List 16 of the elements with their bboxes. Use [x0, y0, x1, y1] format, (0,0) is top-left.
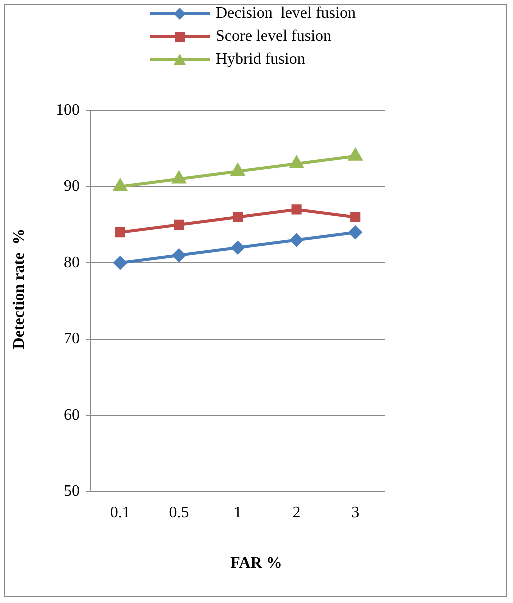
x-tick-label: 3 — [352, 504, 360, 522]
y-axis-title: Detection rate % — [11, 228, 29, 352]
x-tick-label: 1 — [234, 504, 242, 522]
x-tick-label: 0.1 — [110, 504, 130, 522]
y-tick-label: 70 — [64, 330, 80, 348]
y-tick-label: 50 — [64, 483, 80, 500]
y-tick-label: 100 — [56, 102, 80, 119]
y-tick-label: 80 — [64, 254, 80, 272]
y-tick-label: 90 — [64, 178, 80, 196]
y-tick-label: 60 — [64, 406, 80, 424]
legend-label: Score level fusion — [216, 28, 332, 46]
x-tick-label: 2 — [292, 504, 301, 522]
x-tick-label: 0.5 — [169, 504, 190, 522]
x-axis-title: FAR % — [230, 555, 284, 573]
legend-label: Decision level fusion — [216, 4, 356, 22]
legend-label: Hybrid fusion — [216, 50, 306, 68]
